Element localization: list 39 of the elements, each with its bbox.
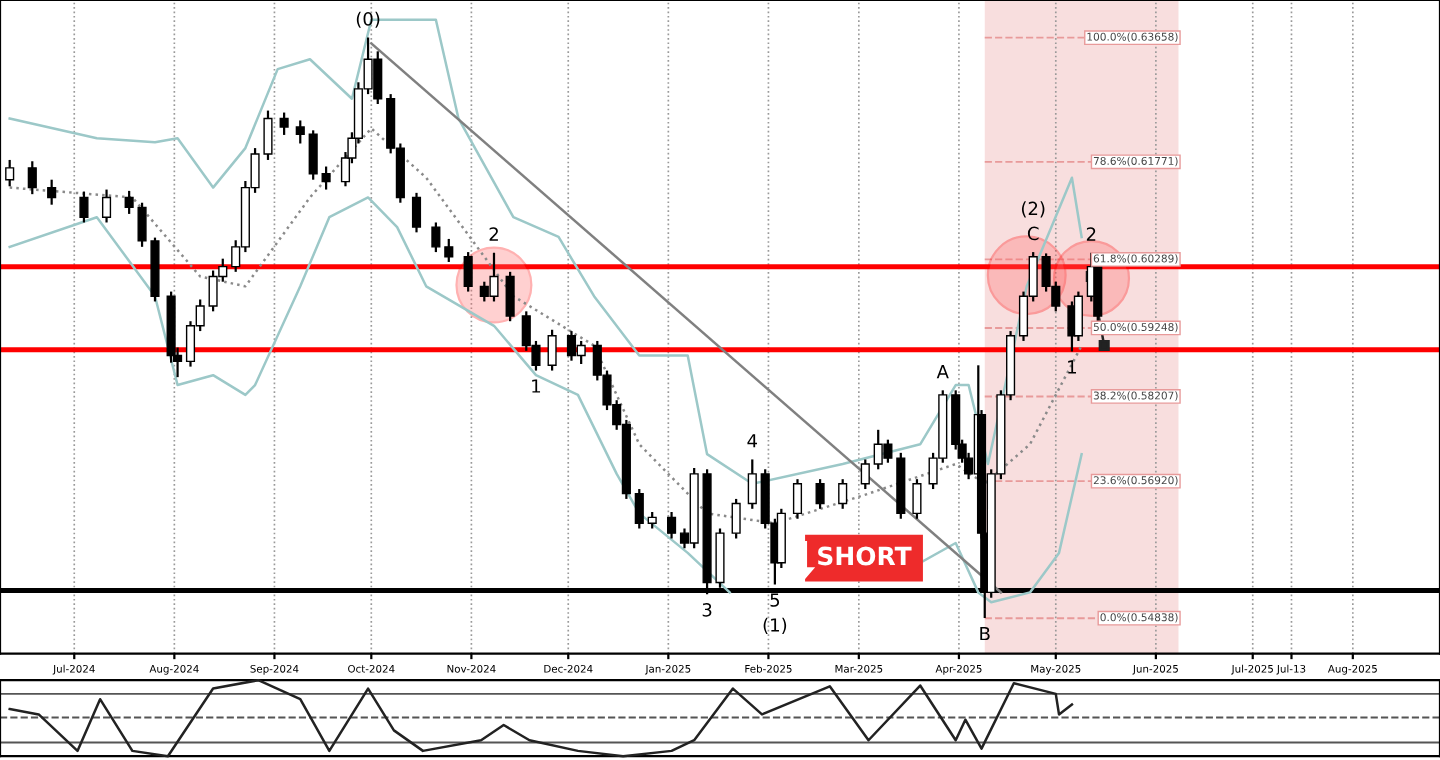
annotation: C (1027, 226, 1039, 241)
candlestick (5, 158, 15, 188)
candlestick (731, 497, 741, 540)
candlestick (547, 328, 557, 372)
candlestick (431, 221, 441, 254)
candlestick (47, 178, 57, 206)
candlestick (505, 270, 515, 323)
annotation: (1) (763, 617, 787, 634)
candlestick (444, 237, 454, 264)
annotation: 1 (1068, 360, 1076, 374)
annotation: SHORT (818, 546, 912, 566)
annotation: 1 (532, 379, 541, 393)
candlestick (279, 111, 289, 137)
candlestick (101, 188, 112, 224)
annotation: A (936, 365, 949, 379)
annotation: B (980, 626, 990, 641)
candlestick (79, 190, 89, 224)
candlestick (463, 250, 473, 293)
annotation: (0) (356, 11, 380, 28)
candlestick (838, 478, 848, 510)
annotation: 2 (1086, 227, 1096, 241)
candlestick (295, 119, 305, 145)
candlestick (308, 129, 318, 181)
candlestick (667, 510, 677, 540)
annotation: 5 (770, 593, 780, 607)
annotation: (2) (1021, 201, 1045, 218)
candlestick (27, 160, 37, 196)
candlestick (1073, 290, 1083, 343)
candlestick (860, 458, 870, 491)
annotation: 3 (702, 603, 712, 617)
candlestick (321, 165, 331, 191)
candlestick (815, 478, 825, 510)
candlestick (747, 458, 757, 510)
candlestick (792, 478, 803, 520)
annotation: 2 (489, 227, 498, 241)
candlestick (411, 191, 422, 234)
annotation: 4 (747, 434, 758, 448)
candlestick (634, 487, 644, 530)
candlestick (912, 478, 922, 520)
